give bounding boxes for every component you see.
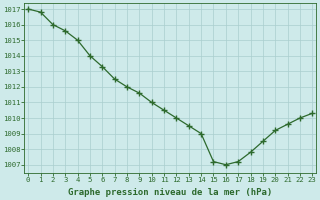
X-axis label: Graphe pression niveau de la mer (hPa): Graphe pression niveau de la mer (hPa) <box>68 188 272 197</box>
